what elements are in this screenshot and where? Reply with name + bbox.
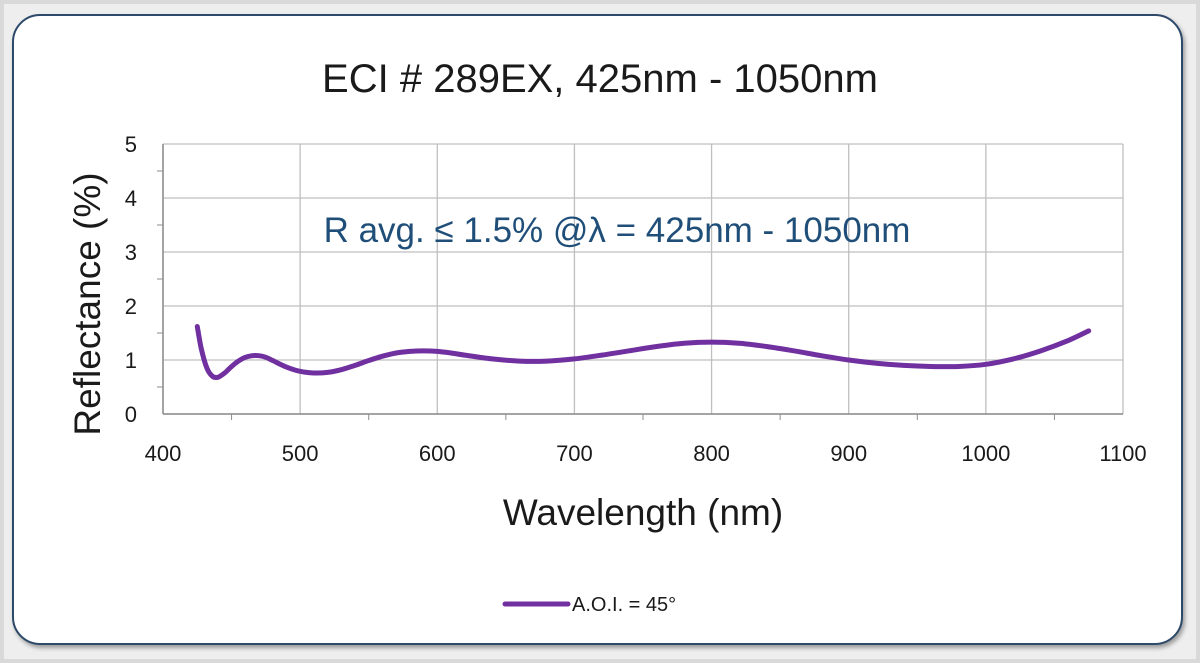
series-line: [194, 324, 1092, 381]
y-tick-label: 1: [125, 348, 137, 373]
y-tick-label: 2: [125, 294, 137, 319]
y-tick-label: 5: [125, 132, 137, 157]
axis-ticks: 400 500 600 700 800 900 1000 1100 0 1 2 3 4 5: [125, 132, 1147, 466]
series-layer: [194, 324, 1092, 381]
y-tick-label: 4: [125, 186, 137, 211]
x-tick-label: 400: [145, 441, 182, 466]
y-tick-label: 3: [125, 240, 137, 265]
chart-panel: [12, 14, 1183, 645]
x-axis-label: Wavelength (nm): [503, 492, 783, 533]
x-tick-label: 700: [556, 441, 593, 466]
chart-grid: [157, 143, 1124, 420]
x-tick-label: 1100: [1099, 441, 1146, 466]
y-axis-label: Reflectance (%): [67, 172, 108, 435]
x-tick-label: 800: [693, 441, 730, 466]
legend-label: A.O.I. = 45°: [572, 594, 676, 616]
chart-title: ECI # 289EX, 425nm - 1050nm: [322, 57, 878, 101]
x-tick-label: 900: [830, 441, 867, 466]
legend: A.O.I. = 45°: [502, 594, 676, 616]
y-tick-label: 0: [125, 402, 137, 427]
x-tick-label: 600: [419, 441, 456, 466]
x-tick-label: 500: [282, 441, 319, 466]
x-tick-label: 1000: [961, 441, 1010, 466]
chart-annotation: R avg. ≤ 1.5% @λ = 425nm - 1050nm: [324, 211, 911, 250]
